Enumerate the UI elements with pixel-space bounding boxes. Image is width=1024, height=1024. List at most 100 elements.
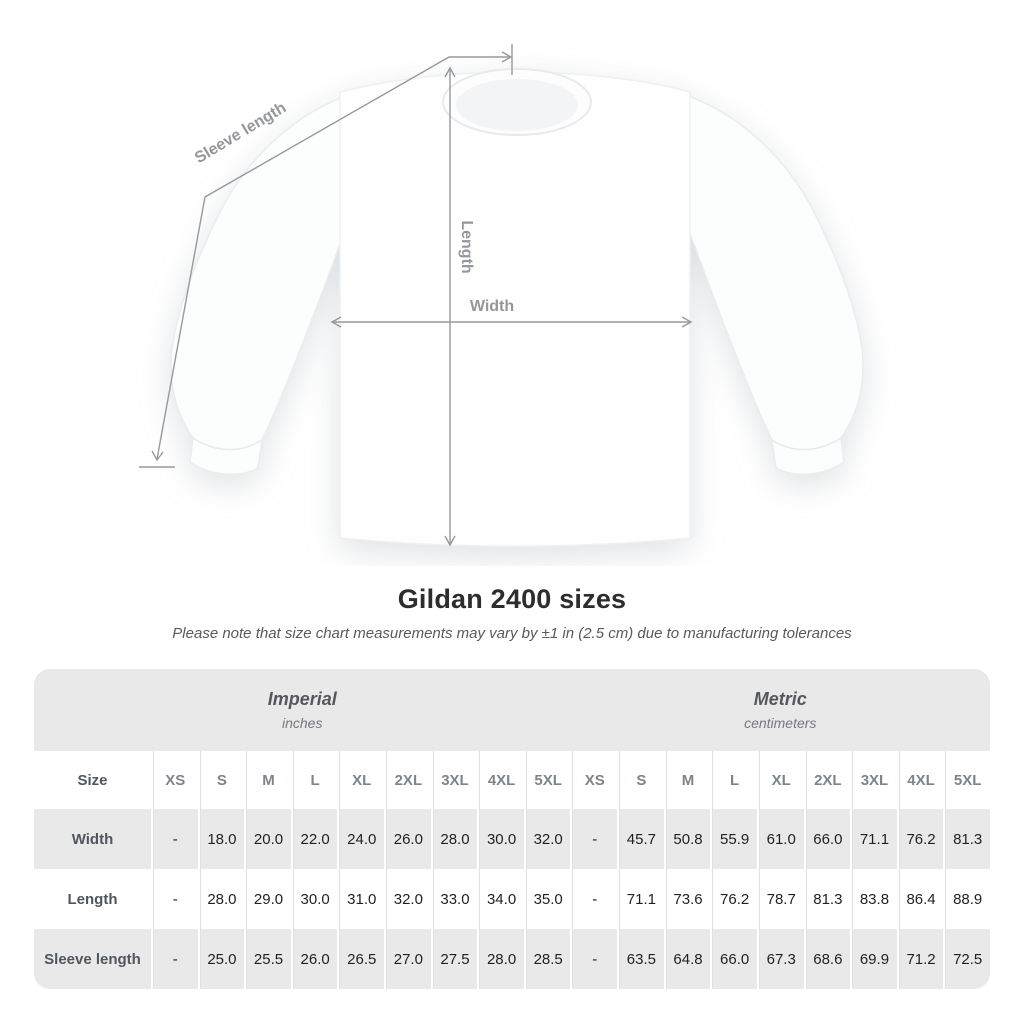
measurement-cell: 69.9 [850,929,897,989]
measurement-cell: 28.5 [523,929,571,989]
measurement-cell: 76.2 [896,809,944,869]
column-header-metric-5xl: 5XL [943,751,990,809]
collar-opening [456,79,578,131]
measurement-cell: 66.0 [710,929,757,989]
measurement-cell: 78.7 [756,869,804,929]
column-header-imperial-4xl: 4XL [477,751,524,809]
column-header-imperial-2xl: 2XL [384,751,431,809]
row-label: Length [67,890,118,908]
column-header-imperial-xl: XL [337,751,385,809]
column-header-metric-s: S [617,751,664,809]
measurement-cell: 26.0 [290,929,338,989]
row-label: Sleeve length [44,950,141,968]
measurement-cell: 29.0 [244,869,291,929]
measurement-cell: 81.3 [803,869,851,929]
measurement-cell: - [570,929,617,989]
tolerance-note: Please note that size chart measurements… [172,625,852,642]
size-column-header: Size [34,751,151,809]
column-header-imperial-5xl: 5XL [523,751,571,809]
column-header-metric-xl: XL [756,751,804,809]
imperial-group-header: Imperial inches [34,669,571,751]
measurement-cell: 66.0 [803,809,851,869]
measurement-cell: 71.1 [617,869,664,929]
width-label: Width [470,298,514,315]
column-header-metric-xs: XS [570,751,618,809]
measurement-cell: 33.0 [430,869,478,929]
measurement-cell: 34.0 [477,869,524,929]
measurement-cell: 61.0 [756,809,804,869]
measurement-cell: 25.5 [244,929,291,989]
shirt-measurement-diagram: Sleeve length Length Width [139,44,864,547]
measurement-cell: 81.3 [943,809,990,869]
length-arrow-down [444,535,456,547]
measurement-cell: - [151,809,198,869]
width-arrow-right [681,316,693,328]
imperial-group-unit: inches [282,715,323,731]
table-row-sleeve-length: Sleeve length -25.0 25.5 26.0 26.5 27.0 27.5 28… [34,929,990,989]
column-header-imperial-xs: XS [151,751,198,809]
metric-group-label: Metric [753,689,807,709]
measurement-cell: 64.8 [663,929,711,989]
length-label: Length [458,220,475,273]
shirt-body [339,71,691,547]
measurement-cell: - [570,809,617,869]
measurement-cell: 72.5 [943,929,990,989]
measurement-cell: 26.0 [384,809,431,869]
measurement-cell: 55.9 [710,809,757,869]
width-arrow-left [330,316,342,328]
right-sleeve [679,93,864,475]
measurement-cell: 73.6 [663,869,711,929]
measurement-cell: 18.0 [197,809,245,869]
column-header-imperial-m: M [244,751,291,809]
size-header-row: Size XS S M L XL 2XL 3XL 4XL 5XL XS S M L XL 2XL 3XL 4XL… [34,751,990,809]
measurement-cell: 88.9 [943,869,990,929]
measurement-cell: 31.0 [337,869,384,929]
measurement-cell: 27.0 [384,929,431,989]
size-table: Imperial inches Metric centimeters Size … [34,669,990,989]
measurement-cell: 30.0 [477,809,524,869]
length-measure: Length [444,66,475,547]
measurement-cell: 45.7 [617,809,664,869]
length-arrow-up [444,66,456,78]
measurement-cell: 22.0 [290,809,338,869]
long-sleeve-shirt-illustration [170,68,864,547]
measurement-cell: - [151,929,198,989]
measurement-cell: 67.3 [756,929,804,989]
column-header-metric-4xl: 4XL [896,751,944,809]
sleeve-length-arrow-down [151,450,164,462]
measurement-cell: 30.0 [290,869,338,929]
measurement-cell: 26.5 [337,929,384,989]
measurement-cell: 68.6 [803,929,851,989]
measurement-cell: 25.0 [197,929,245,989]
measurement-cell: 20.0 [244,809,291,869]
measurement-cell: 28.0 [197,869,245,929]
table-row-width: Width -18.0 20.0 22.0 24.0 26.0 28.0 30.0 32.0-4… [34,809,990,869]
measurement-cell: 71.2 [896,929,944,989]
measurement-cell: 83.8 [850,869,897,929]
width-measure: Width [330,298,693,328]
measurement-cell: 28.0 [430,809,478,869]
measurement-cell: 28.0 [477,929,524,989]
measurement-cell: 86.4 [896,869,944,929]
measurement-cell: 71.1 [850,809,897,869]
measurement-cell: 76.2 [710,869,757,929]
column-header-imperial-l: L [290,751,338,809]
measurement-cell: 50.8 [663,809,711,869]
size-table-body: Width -18.0 20.0 22.0 24.0 26.0 28.0 30.0 32.0-4… [34,809,990,989]
metric-group-unit: centimeters [744,715,817,731]
metric-group-header: Metric centimeters [570,669,990,751]
column-header-imperial-s: S [197,751,245,809]
measurement-cell: 35.0 [523,869,571,929]
sleeve-length-arrow-right [501,51,513,63]
measurement-cell: - [151,869,198,929]
measurement-cell: 63.5 [617,929,664,989]
column-header-metric-m: M [663,751,711,809]
measurement-cell: 24.0 [337,809,384,869]
column-header-metric-l: L [710,751,757,809]
size-table-card: Imperial inches Metric centimeters Size … [34,669,990,989]
imperial-group-label: Imperial [267,689,337,709]
row-label: Width [71,830,114,848]
measurement-cell: 32.0 [384,869,431,929]
measurement-cell: - [570,869,617,929]
